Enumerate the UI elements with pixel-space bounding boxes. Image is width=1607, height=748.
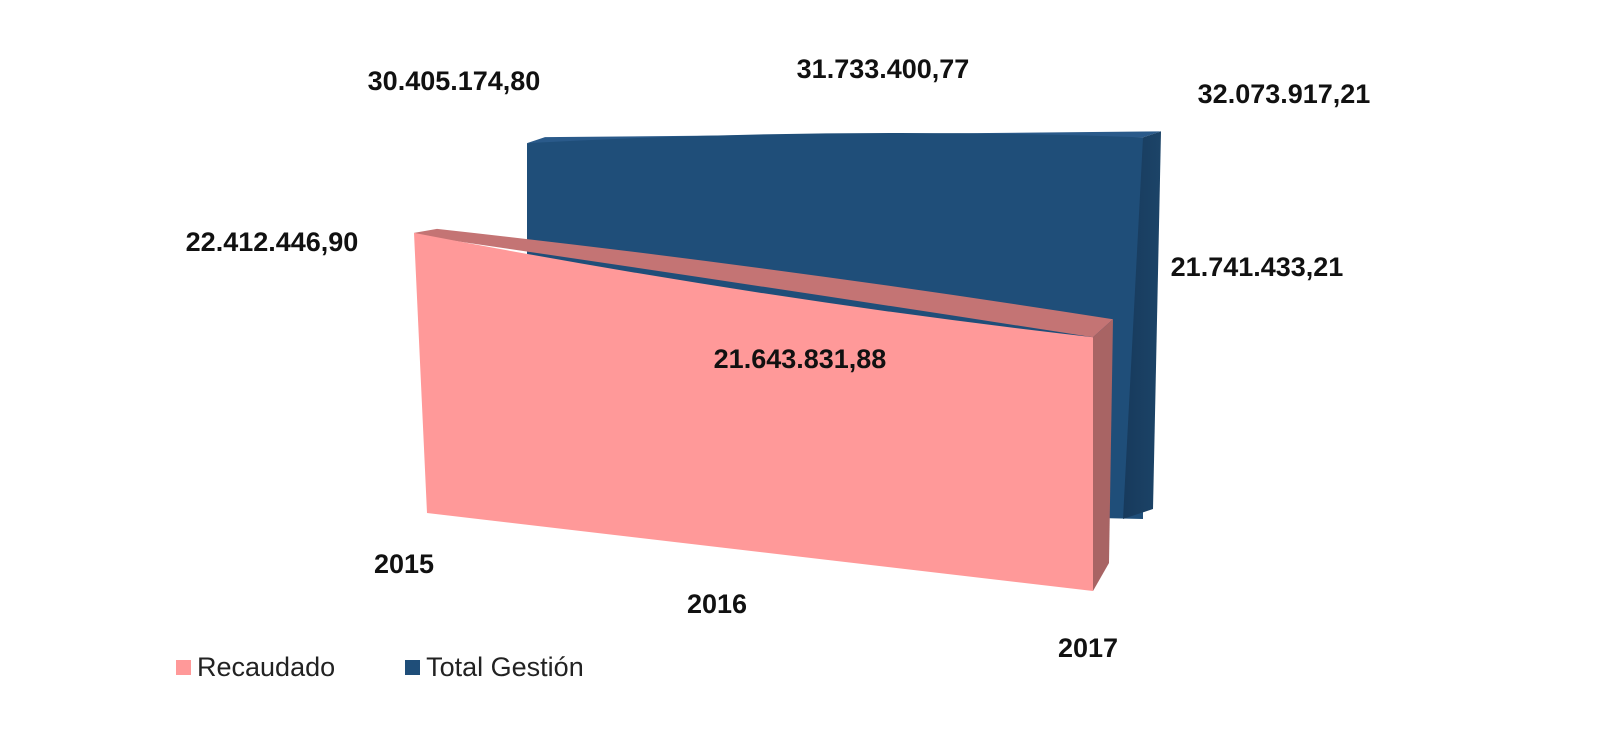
x-tick-2015: 2015 <box>374 549 434 579</box>
legend-label-recaudado: Recaudado <box>197 652 336 682</box>
label-total-gestion-2016: 31.733.400,77 <box>797 54 970 84</box>
area-face-recaudado <box>414 232 1093 591</box>
series-recaudado <box>414 228 1113 591</box>
label-recaudado-2017: 21.741.433,21 <box>1171 252 1344 282</box>
x-tick-2016: 2016 <box>687 589 747 619</box>
legend-swatch-total-gestion <box>405 660 421 675</box>
label-total-gestion-2017: 32.073.917,21 <box>1198 79 1371 109</box>
label-recaudado-2016: 21.643.831,88 <box>714 344 887 374</box>
data-labels: 30.405.174,80 31.733.400,77 32.073.917,21 2… <box>186 54 1371 374</box>
area-side-recaudado <box>1093 319 1113 591</box>
legend-swatch-recaudado <box>176 660 191 675</box>
x-axis-ticks: 2015 2016 2017 <box>374 549 1118 663</box>
legend-label-total-gestion: Total Gestión <box>426 652 584 682</box>
area-side-total-gestion <box>1123 131 1161 520</box>
area-top-recaudado <box>414 228 1113 338</box>
label-total-gestion-2015: 30.405.174,80 <box>368 66 541 96</box>
legend-item-recaudado[interactable]: Recaudado <box>176 652 335 683</box>
legend: Recaudado Total Gestión <box>176 652 654 683</box>
legend-item-total-gestion[interactable]: Total Gestión <box>405 652 584 683</box>
label-recaudado-2015: 22.412.446,90 <box>186 227 359 257</box>
x-tick-2017: 2017 <box>1058 633 1118 663</box>
